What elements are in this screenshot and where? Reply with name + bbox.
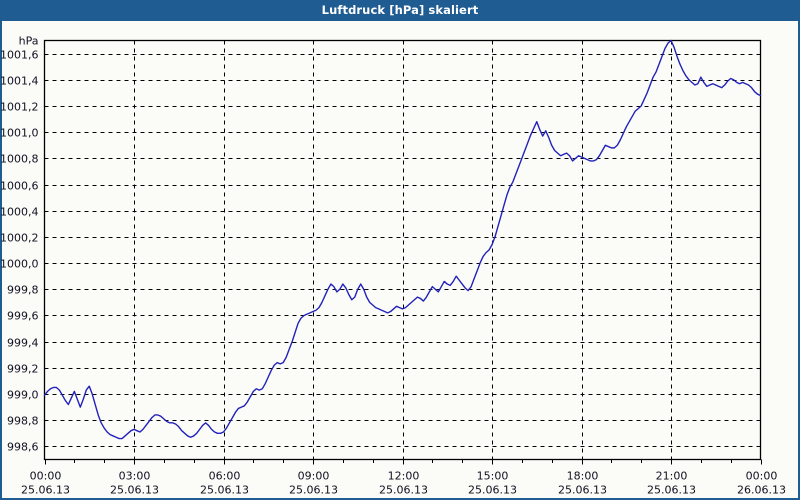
chart-canvas	[0, 21, 800, 500]
window-title: Luftdruck [hPa] skaliert	[0, 0, 800, 21]
